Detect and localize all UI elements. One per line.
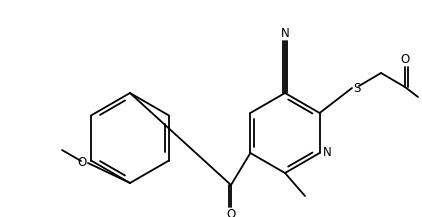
Text: O: O — [78, 156, 87, 169]
Text: O: O — [226, 208, 235, 217]
Text: O: O — [400, 53, 410, 66]
Text: N: N — [281, 27, 289, 40]
Text: N: N — [323, 146, 331, 159]
Text: S: S — [353, 82, 360, 94]
